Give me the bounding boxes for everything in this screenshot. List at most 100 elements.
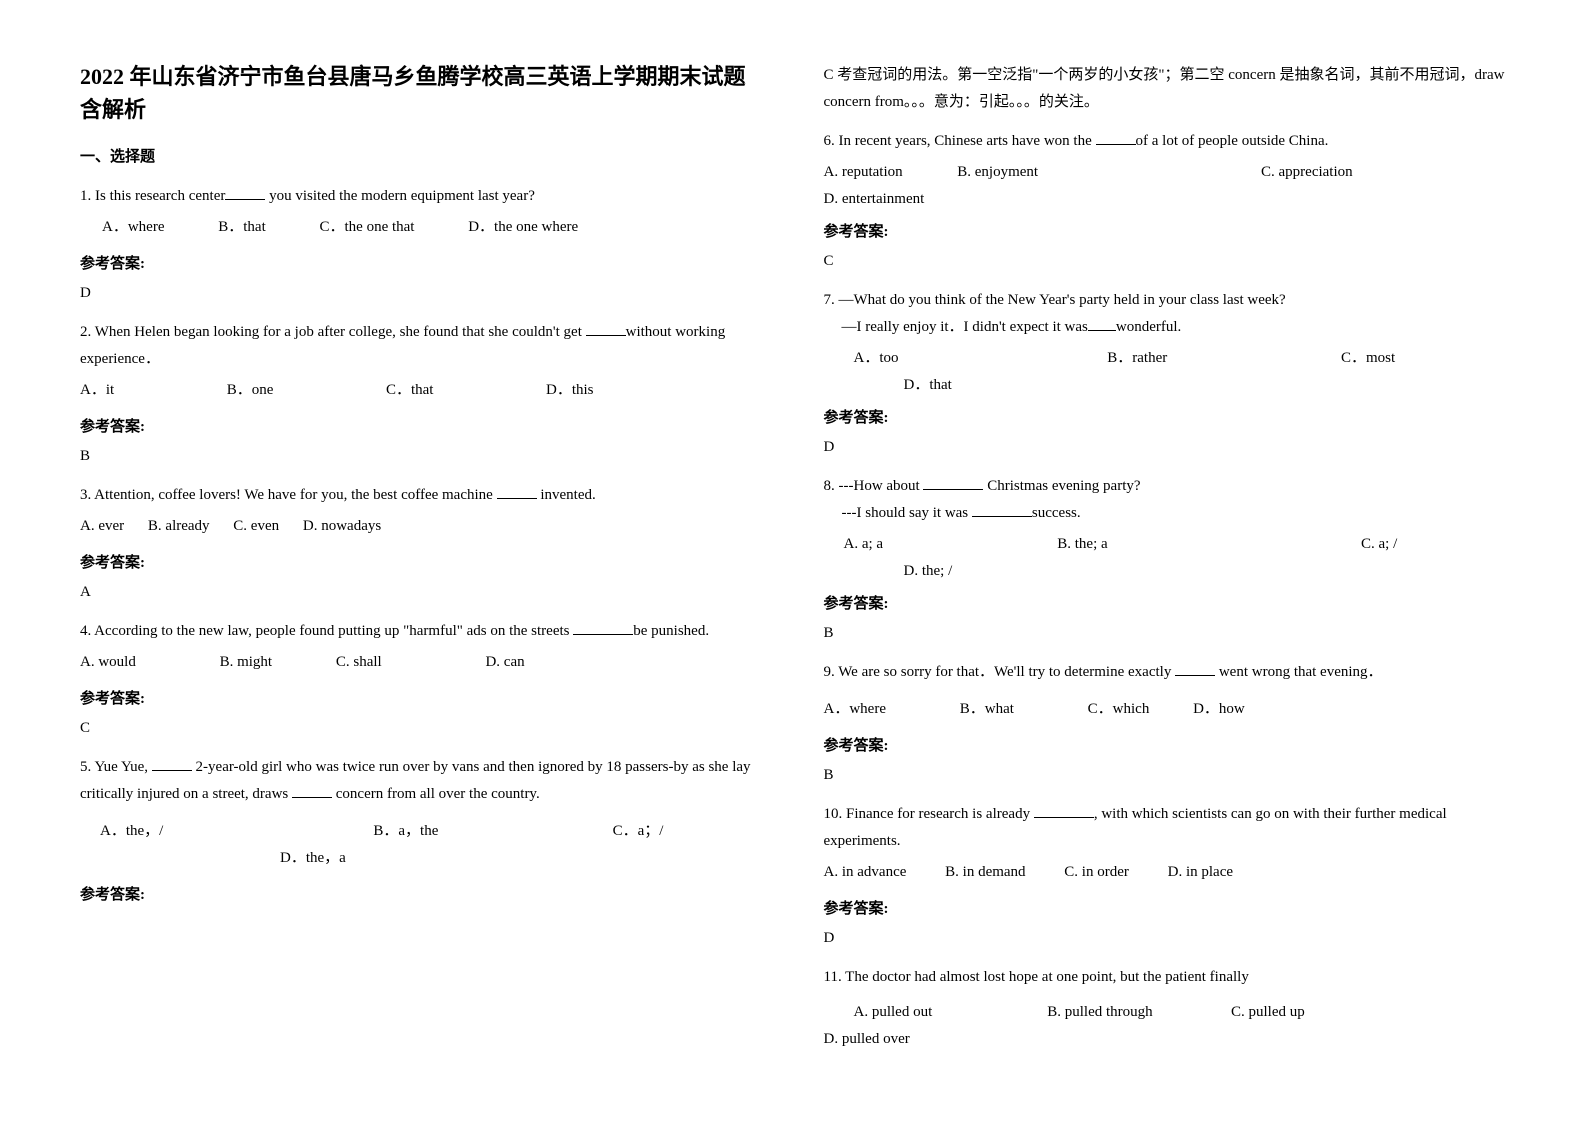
blank — [152, 757, 192, 772]
q9-options: A．where B．what C．which D．how — [824, 696, 1508, 723]
q7-answer: D — [824, 434, 1508, 461]
q10-opt-c: C. in order — [1064, 859, 1129, 886]
q2-text-a: 2. When Helen began looking for a job af… — [80, 324, 586, 340]
answer-label: 参考答案: — [80, 686, 764, 713]
q3-options: A. ever B. already C. even D. nowadays — [80, 513, 764, 540]
q6-answer: C — [824, 248, 1508, 275]
q3-text-a: 3. Attention, coffee lovers! We have for… — [80, 487, 497, 503]
q3-opt-d: D. nowadays — [303, 513, 381, 540]
q9-answer: B — [824, 762, 1508, 789]
q11-opt-c: C. pulled up — [1231, 999, 1451, 1026]
q2-opt-d: D．this — [546, 377, 594, 404]
answer-label: 参考答案: — [824, 591, 1508, 618]
q6-opt-d: D. entertainment — [824, 186, 925, 213]
section-heading: 一、选择题 — [80, 144, 764, 171]
q6-text-b: of a lot of people outside China. — [1136, 133, 1329, 149]
q8-opt-a: A. a; a — [824, 531, 1054, 558]
q4-opt-d: D. can — [485, 649, 524, 676]
answer-label: 参考答案: — [80, 550, 764, 577]
q2-options: A．it B．one C．that D．this — [80, 377, 764, 404]
q7-opt-a: A．too — [824, 345, 1104, 372]
q1-text-b: you visited the modern equipment last ye… — [265, 188, 535, 204]
page-title: 2022 年山东省济宁市鱼台县唐马乡鱼腾学校高三英语上学期期末试题含解析 — [80, 60, 764, 126]
q9-opt-b: B．what — [960, 696, 1014, 723]
q1-text-a: 1. Is this research center — [80, 188, 225, 204]
answer-label: 参考答案: — [80, 414, 764, 441]
q7-line2-a: —I really enjoy it．I didn't expect it wa… — [842, 319, 1088, 335]
blank — [1096, 131, 1136, 146]
q1-answer: D — [80, 280, 764, 307]
q7-opt-b: B．rather — [1107, 345, 1337, 372]
q7-line1: 7. —What do you think of the New Year's … — [824, 287, 1508, 314]
answer-label: 参考答案: — [824, 733, 1508, 760]
question-8: 8. ---How about Christmas evening party?… — [824, 473, 1508, 527]
q4-text-b: be punished. — [633, 623, 709, 639]
q10-answer: D — [824, 925, 1508, 952]
question-2: 2. When Helen began looking for a job af… — [80, 319, 764, 373]
q8-answer: B — [824, 620, 1508, 647]
q8-opt-b: B. the; a — [1057, 531, 1357, 558]
q1-opt-a: A．where — [102, 214, 164, 241]
q5-answer: C 考查冠词的用法。第一空泛指"一个两岁的小女孩"；第二空 concern 是抽… — [824, 62, 1508, 116]
blank — [292, 784, 332, 799]
q3-opt-b: B. already — [148, 513, 210, 540]
q5-opt-c: C．a；/ — [613, 818, 664, 845]
q7-line2-b: wonderful. — [1116, 319, 1181, 335]
q5-options: A．the，/ B．a，the C．a；/ D．the，a — [80, 818, 764, 872]
q3-answer: A — [80, 579, 764, 606]
q5-opt-b: B．a，the — [373, 818, 612, 845]
blank — [972, 503, 1032, 518]
q2-opt-b: B．one — [227, 377, 274, 404]
blank — [1088, 317, 1116, 332]
q1-options: A．where B．that C．the one that D．the one … — [80, 214, 764, 241]
q11-opt-d: D. pulled over — [824, 1026, 910, 1053]
q1-opt-d: D．the one where — [468, 214, 578, 241]
blank — [497, 485, 537, 500]
q5-text-c: concern from all over the country. — [332, 786, 540, 802]
answer-label: 参考答案: — [80, 251, 764, 278]
q6-text-a: 6. In recent years, Chinese arts have wo… — [824, 133, 1096, 149]
q7-opt-c: C．most — [1341, 350, 1395, 366]
q8-line1-b: Christmas evening party? — [983, 478, 1140, 494]
q9-opt-d: D．how — [1193, 696, 1245, 723]
blank — [923, 476, 983, 491]
question-7: 7. —What do you think of the New Year's … — [824, 287, 1508, 341]
q7-options: A．too B．rather C．most D．that — [824, 345, 1508, 399]
q4-opt-b: B. might — [220, 649, 273, 676]
q8-line2-b: success. — [1032, 505, 1081, 521]
blank — [225, 186, 265, 201]
q10-text-a: 10. Finance for research is already — [824, 806, 1034, 822]
question-4: 4. According to the new law, people foun… — [80, 618, 764, 645]
q1-opt-b: B．that — [218, 214, 266, 241]
question-6: 6. In recent years, Chinese arts have wo… — [824, 128, 1508, 155]
q10-opt-b: B. in demand — [945, 859, 1025, 886]
q6-opt-b: B. enjoyment — [957, 159, 1257, 186]
q4-text-a: 4. According to the new law, people foun… — [80, 623, 573, 639]
q4-options: A. would B. might C. shall D. can — [80, 649, 764, 676]
blank — [573, 621, 633, 636]
question-3: 3. Attention, coffee lovers! We have for… — [80, 482, 764, 509]
q6-options: A. reputation B. enjoyment C. appreciati… — [824, 159, 1508, 213]
left-column: 2022 年山东省济宁市鱼台县唐马乡鱼腾学校高三英语上学期期末试题含解析 一、选… — [50, 60, 794, 1082]
q8-opt-c: C. a; / — [1361, 536, 1397, 552]
question-5: 5. Yue Yue, 2-year-old girl who was twic… — [80, 754, 764, 808]
question-9: 9. We are so sorry for that．We'll try to… — [824, 659, 1508, 686]
q2-answer: B — [80, 443, 764, 470]
blank — [1034, 804, 1094, 819]
q8-opt-d: D. the; / — [904, 563, 953, 579]
q4-answer: C — [80, 715, 764, 742]
q8-options: A. a; a B. the; a C. a; / D. the; / — [824, 531, 1508, 585]
q2-opt-c: C．that — [386, 377, 434, 404]
right-column: C 考查冠词的用法。第一空泛指"一个两岁的小女孩"；第二空 concern 是抽… — [794, 60, 1538, 1082]
q4-opt-c: C. shall — [336, 649, 382, 676]
answer-label: 参考答案: — [824, 405, 1508, 432]
q11-opt-b: B. pulled through — [1047, 999, 1227, 1026]
q3-opt-c: C. even — [233, 513, 279, 540]
q5-text-a: 5. Yue Yue, — [80, 759, 152, 775]
q9-text-a: 9. We are so sorry for that．We'll try to… — [824, 664, 1176, 680]
q8-line1-a: 8. ---How about — [824, 478, 924, 494]
q6-opt-a: A. reputation — [824, 159, 954, 186]
q10-opt-a: A. in advance — [824, 859, 907, 886]
q5-opt-d: D．the，a — [280, 850, 346, 866]
q6-opt-c: C. appreciation — [1261, 159, 1441, 186]
